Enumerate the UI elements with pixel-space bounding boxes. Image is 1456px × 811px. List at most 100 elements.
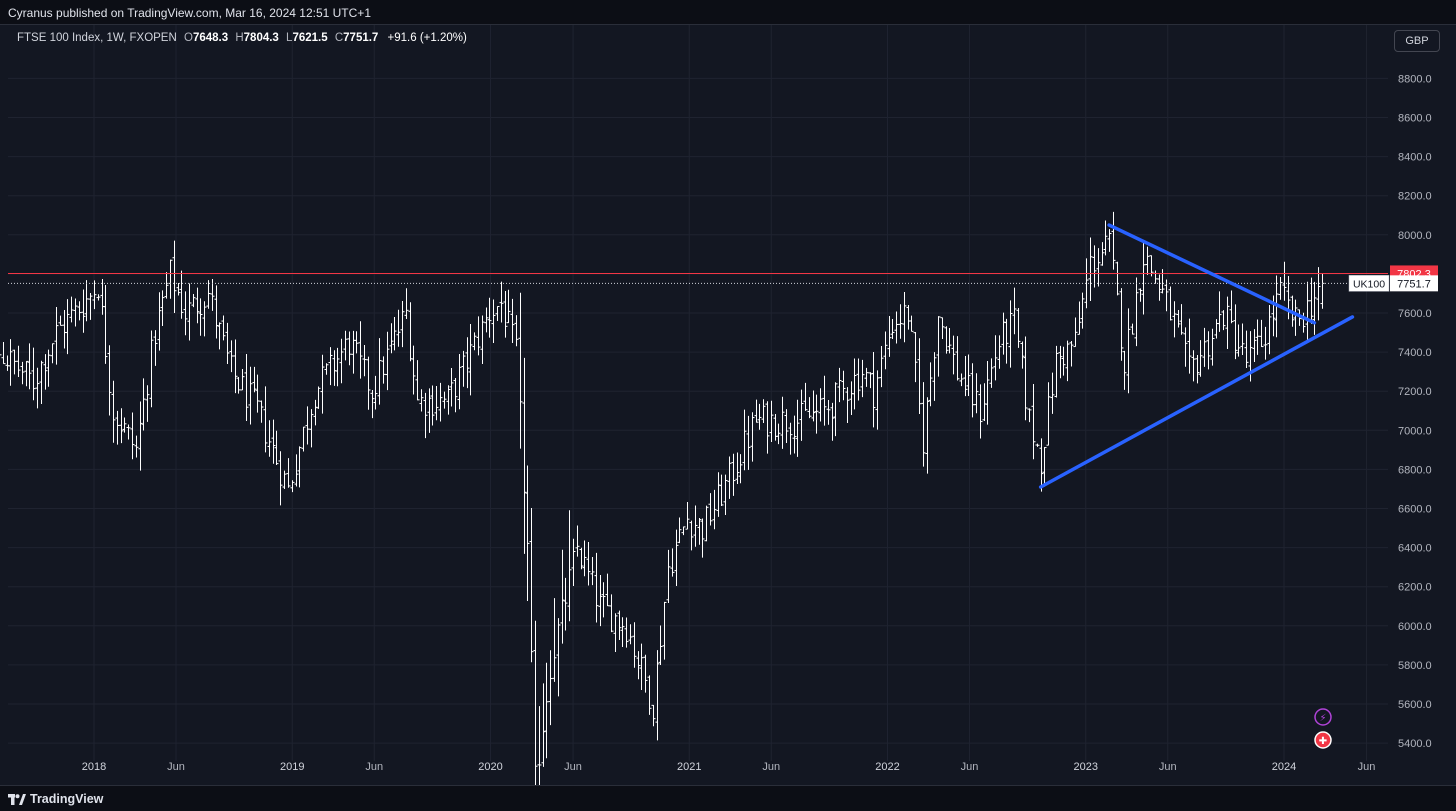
ohlc-bar: [887, 315, 892, 357]
chart-area[interactable]: 5400.0 5600.0 5800.0 6000.0 6200.0 6400.0 6600…: [0, 25, 1456, 785]
y-tick-label: 5400.0: [1398, 738, 1432, 750]
x-tick-label: 2023: [1074, 761, 1098, 773]
ohlc-bar: [1111, 211, 1116, 270]
ohlc-bar: [951, 335, 956, 375]
ohlc-bar: [784, 409, 789, 444]
ohlc-bar: [1061, 346, 1066, 376]
ohlc-bar: [1206, 331, 1211, 370]
ohlc-bar: [179, 270, 184, 319]
ohlc-bar: [1, 342, 6, 365]
currency-button[interactable]: GBP: [1394, 30, 1440, 52]
ohlc-bar: [236, 377, 241, 394]
ohlc-bar: [1305, 281, 1310, 343]
footer-bar: TradingView: [0, 785, 1456, 811]
ohlc-bar: [468, 324, 473, 396]
ohlc-bar: [514, 315, 519, 347]
ohlc-bar: [795, 399, 800, 457]
ohlc-bar: [1293, 299, 1298, 336]
ohlc-bar: [160, 290, 165, 326]
y-tick-label: 6000.0: [1398, 621, 1432, 633]
ohlc-bar: [1172, 301, 1177, 338]
ohlc-bar: [1126, 308, 1131, 394]
ohlc-bar: [198, 298, 203, 336]
ohlc-bar: [1263, 326, 1268, 360]
ohlc-bar: [818, 388, 823, 422]
ohlc-bar: [1042, 447, 1047, 487]
ohlc-bar: [153, 330, 158, 366]
price-chart[interactable]: 5400.0 5600.0 5800.0 6000.0 6200.0 6400.0 6600…: [0, 25, 1456, 785]
ohlc-bar: [1153, 270, 1158, 284]
ohlc-bar: [1229, 290, 1234, 324]
ohlc-bar: [1103, 220, 1108, 256]
ohlc-bar: [628, 624, 633, 645]
ohlc-bar: [525, 465, 530, 602]
ohlc-bar: [404, 288, 409, 320]
ohlc-bar: [5, 355, 10, 371]
ohlc-bar: [776, 423, 781, 445]
ohlc-bar: [396, 309, 401, 347]
close-value: 7751.7: [343, 32, 379, 44]
tradingview-logo[interactable]: TradingView: [8, 790, 103, 808]
ohlc-bar: [944, 326, 949, 354]
ohlc-bar: [556, 618, 561, 697]
ohlc-bar: [541, 683, 546, 767]
ohlc-bar: [1225, 296, 1230, 350]
ohlc-bar: [427, 388, 432, 433]
ohlc-bar: [966, 354, 971, 397]
ohlc-bar: [1107, 229, 1112, 252]
ohlc-bar: [636, 651, 641, 680]
ohlc-bar: [947, 327, 952, 354]
ohlc-bar: [343, 330, 348, 361]
ohlc-bar: [518, 292, 523, 449]
trendline-upper: [1107, 223, 1317, 325]
ohlc-bar: [537, 706, 542, 785]
ohlc-bar: [871, 352, 876, 428]
ohlc-bar: [841, 370, 846, 401]
ohlc-bar: [913, 331, 918, 383]
ohlc-bar: [651, 704, 656, 727]
x-tick-label: 2021: [677, 761, 701, 773]
ohlc-bar: [54, 306, 59, 365]
ohlc-bar: [1016, 308, 1021, 348]
ohlc-bar: [214, 285, 219, 339]
tradingview-brand: TradingView: [30, 792, 104, 806]
symbol-legend[interactable]: FTSE 100 Index, 1W, FXOPEN O7648.3 H7804…: [17, 32, 467, 44]
ohlc-bar: [84, 280, 89, 322]
x-tick-label: Jun: [365, 761, 383, 773]
ohlc-bar: [544, 662, 549, 759]
ohlc-bar: [126, 424, 131, 440]
ohlc-bar: [666, 549, 671, 603]
ohlc-bar: [217, 322, 222, 350]
ohlc-bar: [921, 382, 926, 467]
ohlc-bar: [267, 420, 272, 457]
ohlc-bar: [925, 397, 930, 474]
ohlc-bar: [681, 526, 686, 536]
y-tick-label: 5800.0: [1398, 660, 1432, 672]
ohlc-bar: [1073, 317, 1078, 348]
ohlc-bar: [1092, 245, 1097, 288]
ohlc-bar: [1004, 318, 1009, 364]
ohlc-bar: [830, 402, 835, 441]
ohlc-bar: [989, 358, 994, 388]
ohlc-bar: [731, 453, 736, 496]
ohlc-bar: [20, 361, 25, 385]
ohlc-bar: [1233, 304, 1238, 360]
ohlc-bar: [446, 385, 451, 415]
ohlc-bar: [1065, 340, 1070, 382]
ohlc-bar: [122, 417, 127, 433]
ohlc-bar: [328, 347, 333, 386]
ohlc-bar: [1012, 287, 1017, 335]
x-tick-label: Jun: [564, 761, 582, 773]
ohlc-bar: [282, 470, 287, 490]
ohlc-bar: [221, 315, 226, 341]
ohlc-bar: [370, 389, 375, 419]
ohlc-bar: [1122, 350, 1127, 390]
trendline-lower: [1038, 315, 1355, 489]
ohlc-bar: [875, 370, 880, 430]
ohlc-bar: [480, 315, 485, 364]
y-tick-label: 6200.0: [1398, 582, 1432, 594]
ohlc-bar: [35, 367, 40, 409]
ohlc-bar: [674, 529, 679, 586]
ohlc-bar: [8, 339, 13, 386]
ohlc-bar: [324, 363, 329, 375]
